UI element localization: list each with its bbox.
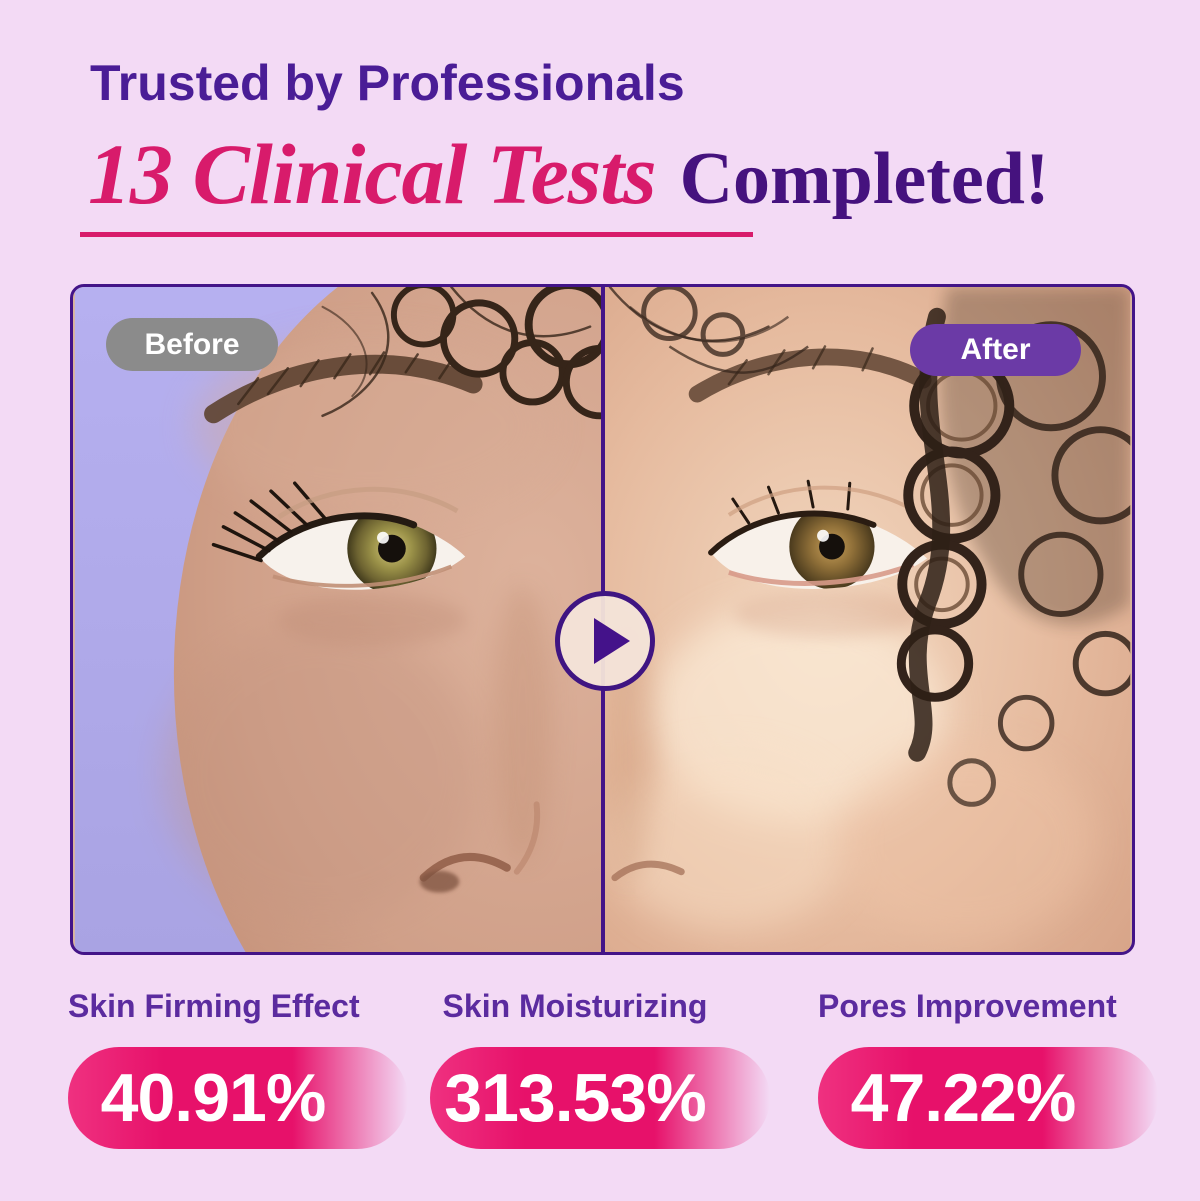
play-icon <box>594 618 630 664</box>
stat-value: 40.91% <box>100 1060 327 1136</box>
stat-pill: 313.53% <box>430 1047 770 1149</box>
headline-underline <box>80 232 753 237</box>
stat-card: Skin Moisturizing 313.53% <box>430 988 770 1149</box>
stat-pill: 47.22% <box>818 1047 1158 1149</box>
headline-suffix: Completed! <box>679 138 1050 220</box>
stat-value: 313.53% <box>444 1060 706 1136</box>
stat-label: Skin Firming Effect <box>68 988 360 1024</box>
play-button[interactable] <box>555 591 655 691</box>
headline-highlight: 13 Clinical Tests <box>88 126 657 222</box>
headline: 13 Clinical Tests Completed! <box>88 124 1050 224</box>
after-badge: After <box>910 324 1081 376</box>
before-after-photo: Before After <box>70 284 1135 955</box>
stat-value: 47.22% <box>850 1060 1077 1136</box>
stat-label: Skin Moisturizing <box>442 988 708 1024</box>
stat-pill: 40.91% <box>68 1047 408 1149</box>
stat-card: Skin Firming Effect 40.91% <box>68 988 408 1149</box>
stat-card: Pores Improvement 47.22% <box>818 988 1158 1149</box>
headline-eyebrow: Trusted by Professionals <box>90 55 685 111</box>
stat-label: Pores Improvement <box>818 988 1117 1024</box>
face-photo-illustration <box>74 287 1131 952</box>
before-badge: Before <box>106 318 278 371</box>
